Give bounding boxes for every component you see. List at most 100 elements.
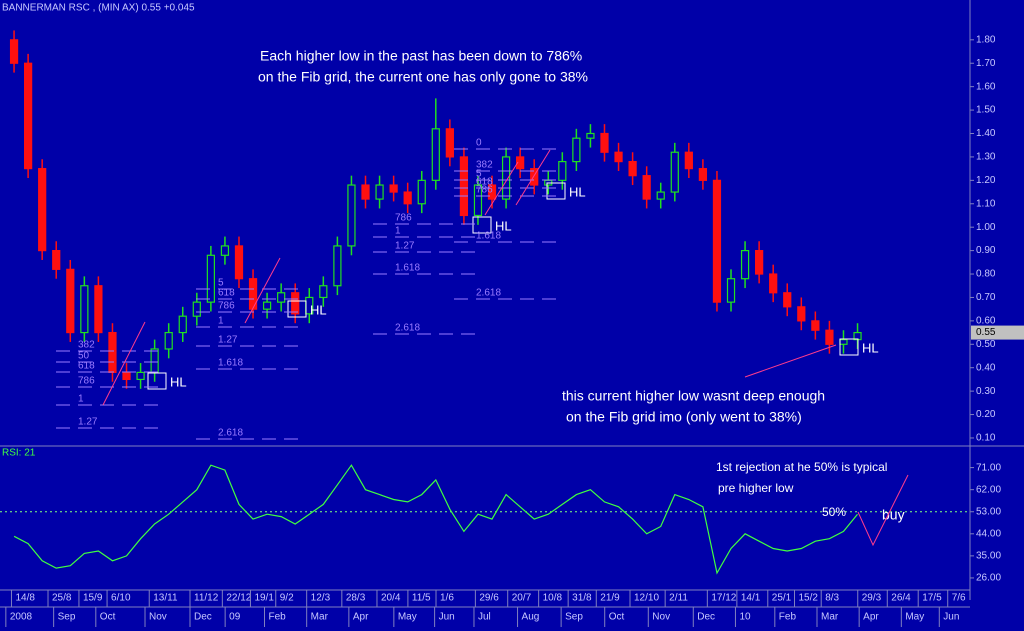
x-tick-label: 10 xyxy=(739,612,751,623)
x-tick-label: May xyxy=(398,612,417,623)
candle-body xyxy=(122,371,131,381)
candle-body xyxy=(712,179,722,303)
trend-line xyxy=(244,257,281,324)
x-tick-label: Oct xyxy=(609,612,625,623)
annotation: 1st rejection at he 50% is typical xyxy=(716,460,887,474)
candle-body xyxy=(178,315,187,334)
hl-label: HL xyxy=(862,340,879,355)
annotation: on the Fib grid, the current one has onl… xyxy=(258,69,588,85)
fib-label: 382 xyxy=(78,340,95,351)
hl-box xyxy=(546,182,566,200)
candle-body xyxy=(656,191,665,200)
candle-body xyxy=(487,184,497,200)
y-tick-label: 1.80 xyxy=(976,34,996,45)
x-tick-label: 29/3 xyxy=(862,593,882,604)
y-tick-label: 53.00 xyxy=(976,506,1001,517)
candle-body xyxy=(66,268,75,334)
candle-body xyxy=(9,39,19,64)
x-tick-label: Nov xyxy=(149,612,167,623)
x-tick-label: Oct xyxy=(100,612,116,623)
candle-body xyxy=(150,348,159,373)
annotation: Each higher low in the past has been dow… xyxy=(260,48,582,64)
x-tick-label: 12/3 xyxy=(311,593,331,604)
candle-body xyxy=(38,168,47,252)
x-tick-label: 31/8 xyxy=(572,593,592,604)
x-tick-label: 28/3 xyxy=(346,593,366,604)
fib-label: 618 xyxy=(78,361,95,372)
x-tick-label: 29/6 xyxy=(479,593,499,604)
last-price-box xyxy=(971,325,1024,340)
x-tick-label: 26/4 xyxy=(891,593,911,604)
y-tick-label: 1.10 xyxy=(976,198,996,209)
x-tick-label: May xyxy=(905,612,924,623)
y-tick-label: 0.90 xyxy=(976,245,996,256)
fib-label: 786 xyxy=(476,185,493,196)
x-tick-label: 25/8 xyxy=(52,593,72,604)
x-tick-label: Feb xyxy=(779,612,797,623)
annotation: this current higher low wasnt deep enoug… xyxy=(562,388,825,404)
y-tick-label: 1.50 xyxy=(976,105,996,116)
candle-body xyxy=(783,292,792,308)
fib-label: 2.618 xyxy=(218,428,243,439)
x-tick-label: 10/8 xyxy=(543,593,563,604)
y-tick-label: 0.80 xyxy=(976,269,996,280)
candle-body xyxy=(740,250,750,280)
fib-label: 786 xyxy=(218,301,235,312)
candle-body xyxy=(811,320,820,331)
annotation: buy xyxy=(882,507,905,523)
candle-body xyxy=(24,62,33,170)
annotation: on the Fib grid imo (only went to 38%) xyxy=(566,409,802,425)
x-tick-label: 14/1 xyxy=(741,593,761,604)
x-tick-label: Aug xyxy=(522,612,540,623)
y-tick-label: 0.70 xyxy=(976,292,996,303)
x-tick-label: 21/9 xyxy=(600,593,620,604)
x-tick-label: 15/9 xyxy=(83,593,103,604)
x-tick-label: 09 xyxy=(229,612,241,623)
x-tick-label: 19/1 xyxy=(254,593,274,604)
y-tick-label: 71.00 xyxy=(976,462,1001,473)
candle-body xyxy=(769,273,778,294)
candle-body xyxy=(839,339,848,345)
x-tick-label: 20/7 xyxy=(512,593,532,604)
x-tick-label: 15/2 xyxy=(798,593,818,604)
fib-label: 1 xyxy=(218,316,224,327)
candle-body xyxy=(501,156,511,200)
fib-label: 1.27 xyxy=(218,335,238,346)
candle-body xyxy=(417,179,426,205)
candle-body xyxy=(192,301,201,317)
rsi-title: RSI: 21 xyxy=(2,448,36,459)
y-tick-label: 1.20 xyxy=(976,175,996,186)
fib-label: 382 xyxy=(476,160,493,171)
candle-body xyxy=(206,254,215,303)
candle-body xyxy=(136,371,145,381)
x-tick-label: 7/6 xyxy=(952,593,966,604)
hl-box xyxy=(839,338,859,356)
trend-line xyxy=(484,161,519,216)
x-tick-label: 20/4 xyxy=(381,593,401,604)
candle-body xyxy=(628,161,637,177)
x-tick-label: Sep xyxy=(565,612,583,623)
candle-body xyxy=(108,331,117,373)
candle-body xyxy=(473,184,483,217)
hl-label: HL xyxy=(310,302,327,317)
candle-body xyxy=(248,278,258,310)
x-tick-label: Jun xyxy=(943,612,959,623)
candle-body xyxy=(347,184,356,247)
y-tick-label: 0.10 xyxy=(976,433,996,444)
candle-body xyxy=(586,132,595,139)
candle-body xyxy=(94,285,103,334)
chart-title: BANNERMAN RSC , (MIN AX) 0.55 +0.045 xyxy=(2,3,195,14)
fib-label: 2.618 xyxy=(395,323,420,334)
candle-body xyxy=(52,250,61,270)
x-tick-label: Jul xyxy=(478,612,491,623)
y-tick-label: 1.40 xyxy=(976,128,996,139)
fib-label: 1 xyxy=(395,226,401,237)
last-price-label: 0.55 xyxy=(976,327,996,338)
candle-body xyxy=(825,329,834,345)
candle-body xyxy=(319,285,328,299)
y-tick-label: 35.00 xyxy=(976,551,1001,562)
x-tick-label: Nov xyxy=(652,612,670,623)
x-tick-label: Mar xyxy=(821,612,839,623)
x-tick-label: 11/5 xyxy=(412,593,431,604)
